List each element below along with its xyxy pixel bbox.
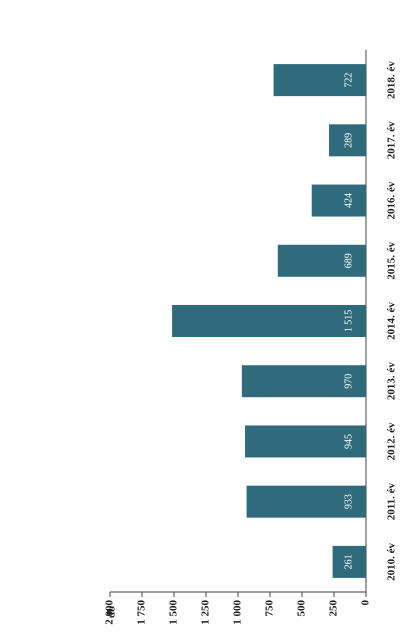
y-tick-label: 250 (328, 600, 340, 617)
x-tick-label: 2015. év (386, 241, 398, 279)
axis-label: db (106, 606, 118, 618)
value-label: 1 515 (343, 310, 354, 333)
value-label: 424 (343, 193, 354, 208)
x-tick-label: 2017. év (386, 121, 398, 159)
y-tick-label: 1 250 (200, 600, 212, 625)
bar (332, 545, 366, 578)
bar (246, 485, 366, 518)
value-label: 945 (343, 434, 354, 449)
x-tick-label: 2014. év (386, 302, 398, 340)
x-tick-label: 2012. év (386, 422, 398, 460)
x-tick-label: 2010. év (386, 542, 398, 580)
bar (273, 64, 366, 97)
y-tick-label: 1 000 (232, 600, 244, 625)
x-tick-label: 2013. év (386, 362, 398, 400)
y-tick-label: 2 000 (104, 600, 116, 625)
bar (245, 425, 366, 458)
y-tick-label: 0 (360, 600, 372, 606)
x-tick-label: 2011. év (386, 483, 398, 521)
y-tick-label: 1 750 (136, 600, 148, 625)
value-label: 933 (343, 494, 354, 509)
y-tick-label: 750 (264, 600, 276, 617)
x-tick-label: 2018. év (386, 61, 398, 99)
bar (241, 365, 366, 398)
value-label: 970 (343, 374, 354, 389)
x-tick-label: 2016. év (386, 181, 398, 219)
bar (329, 124, 366, 157)
value-label: 689 (343, 253, 354, 268)
value-label: 261 (343, 554, 354, 569)
value-label: 722 (343, 73, 354, 88)
bar (311, 184, 366, 217)
bar (172, 305, 366, 337)
y-tick-label: 1 500 (168, 600, 180, 625)
y-tick-label: 500 (296, 600, 308, 617)
value-label: 289 (343, 133, 354, 148)
bar (277, 244, 366, 277)
